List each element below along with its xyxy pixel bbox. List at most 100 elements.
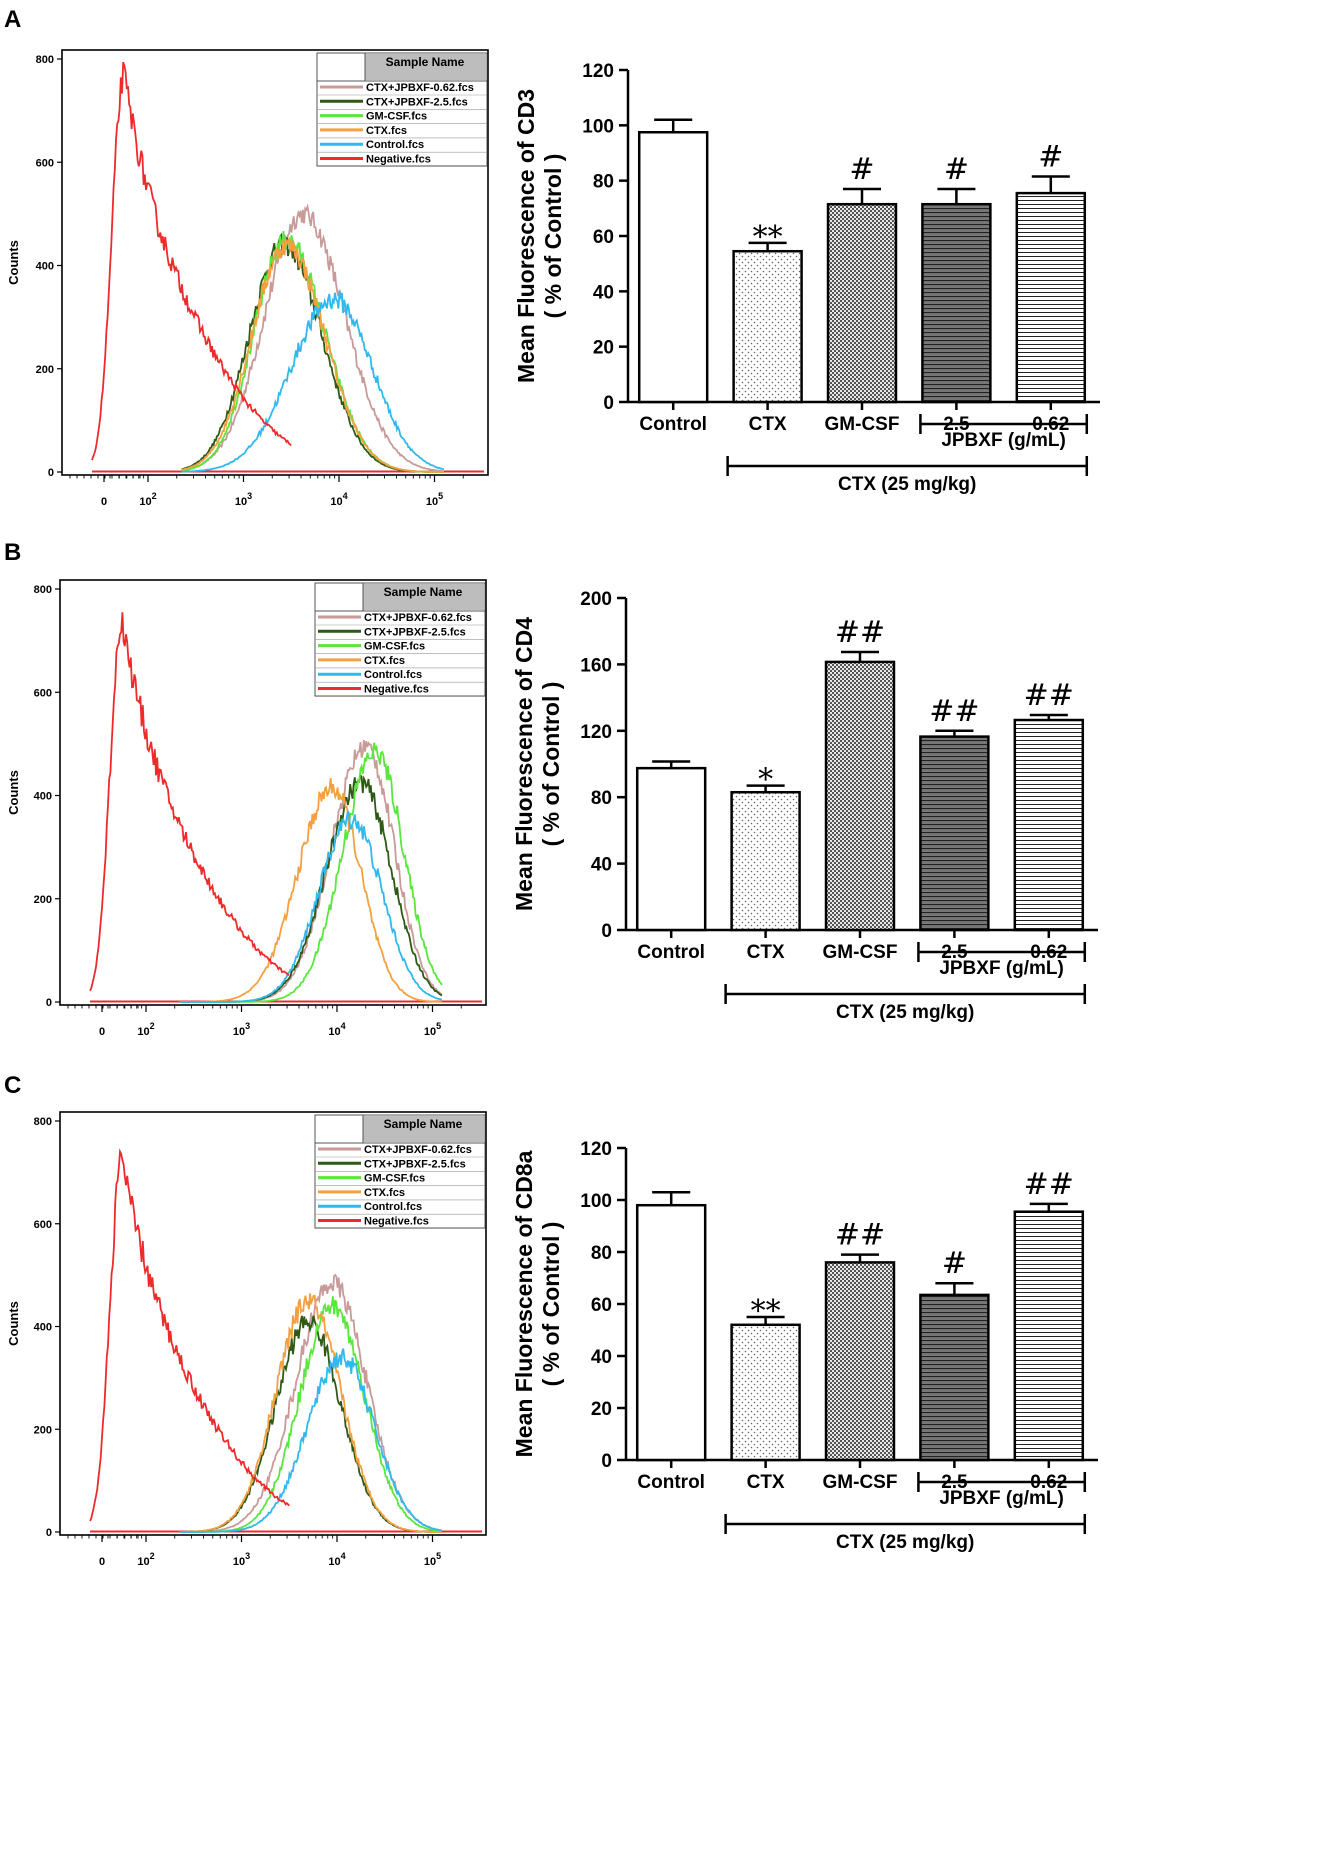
histogram-curves <box>89 612 482 1003</box>
legend: Sample Name CTX+JPBXF-0.62.fcs CTX+JPBXF-2… <box>314 1114 486 1229</box>
significance-mark: ## <box>1024 1167 1074 1202</box>
x-tick-exponent: 3 <box>245 1021 250 1031</box>
jpbxf-group-label: JPBXF (g/mL) <box>939 1488 1064 1509</box>
bar-y-tick-label: 80 <box>593 172 614 193</box>
bar-y-tick-label: 40 <box>591 1347 612 1368</box>
x-tick-base: 0 <box>99 1556 105 1568</box>
panel-letter: A <box>4 6 21 33</box>
legend-label: CTX+JPBXF-0.62.fcs <box>364 1144 472 1156</box>
x-tick-base: 10 <box>424 1556 436 1568</box>
legend-label: GM-CSF.fcs <box>366 111 427 123</box>
x-tick-base: 10 <box>137 1026 149 1038</box>
legend-label: Control.fcs <box>364 1201 422 1213</box>
bar-category-label: CTX <box>747 942 785 963</box>
bar-category-label: GM-CSF <box>823 1472 898 1493</box>
panel-letter: B <box>4 539 21 566</box>
significance-mark: ** <box>753 220 783 255</box>
bar-y-label-line1: Mean Fluorescence of CD3 <box>513 89 539 383</box>
bar-y-tick-label: 200 <box>580 589 612 610</box>
x-tick-base: 10 <box>233 1026 245 1038</box>
significance-mark: # <box>1038 140 1063 175</box>
x-tick-label: 0 <box>99 1026 105 1038</box>
histogram-curve-ctx <box>181 236 444 473</box>
y-tick-label: 200 <box>34 1424 52 1436</box>
legend-header: Sample Name <box>384 585 463 599</box>
y-tick-label: 600 <box>34 1219 52 1231</box>
bar-y-tick-label: 0 <box>603 393 614 414</box>
y-axis-label: Counts <box>6 770 21 815</box>
x-tick-label: 0 <box>99 1556 105 1568</box>
x-tick-exponent: 4 <box>341 1551 346 1561</box>
ctx-group-label: CTX (25 mg/kg) <box>836 1532 974 1553</box>
jpbxf-group-label: JPBXF (g/mL) <box>939 958 1064 979</box>
panel-letter: C <box>4 1072 21 1099</box>
bar-category-label: CTX <box>749 414 787 435</box>
histogram-curves <box>91 61 484 473</box>
legend-label: Control.fcs <box>366 139 424 151</box>
bar-gm-csf <box>824 660 896 932</box>
bar-0-62 <box>1015 191 1087 404</box>
x-tick-label: 102 <box>139 491 156 508</box>
ctx-group-label: CTX (25 mg/kg) <box>838 474 976 495</box>
jpbxf-group-label: JPBXF (g/mL) <box>941 430 1066 451</box>
bar-category-label: Control <box>637 1472 705 1493</box>
y-axis-label: Counts <box>6 240 21 285</box>
legend-header-bg <box>365 54 486 80</box>
x-tick-label: 104 <box>328 1021 345 1038</box>
x-tick-exponent: 5 <box>436 1021 441 1031</box>
x-tick-label: 105 <box>424 1551 441 1568</box>
y-tick-label: 800 <box>34 584 52 596</box>
y-tick-label: 400 <box>34 1322 52 1334</box>
bar-2-5 <box>919 1293 990 1462</box>
x-tick-exponent: 2 <box>150 1021 155 1031</box>
bar-y-label-line1: Mean Fluorescence of CD4 <box>511 617 537 911</box>
x-tick-exponent: 4 <box>343 491 348 501</box>
significance-mark: * <box>758 763 773 798</box>
x-tick-exponent: 3 <box>247 491 252 501</box>
x-tick-label: 0 <box>101 496 107 508</box>
bar-category-label: Control <box>639 414 707 435</box>
bar-y-label-line2: ( % of Control ) <box>540 154 566 319</box>
x-tick-exponent: 5 <box>438 491 443 501</box>
bar-y-tick-label: 20 <box>593 338 614 359</box>
bar-category-label: GM-CSF <box>825 414 900 435</box>
bar-y-tick-label: 60 <box>591 1295 612 1316</box>
legend-label: CTX.fcs <box>364 655 405 667</box>
significance-mark: ## <box>929 694 979 729</box>
y-tick-label: 600 <box>34 687 52 699</box>
legend-label: GM-CSF.fcs <box>364 1173 425 1185</box>
legend-label: CTX.fcs <box>366 125 407 137</box>
y-tick-label: 600 <box>36 157 54 169</box>
bar-y-tick-label: 120 <box>580 1139 612 1160</box>
x-tick-label: 102 <box>137 1021 154 1038</box>
bar-ctx <box>732 249 803 404</box>
bar-ctx <box>730 1323 801 1462</box>
x-tick-base: 0 <box>101 496 107 508</box>
histogram-curves <box>89 1148 482 1533</box>
significance-mark: ** <box>751 1294 781 1329</box>
bar-y-label-line2: ( % of Control ) <box>538 682 564 847</box>
legend-label: Control.fcs <box>364 669 422 681</box>
x-tick-base: 10 <box>328 1556 340 1568</box>
x-tick-exponent: 2 <box>150 1551 155 1561</box>
x-tick-exponent: 5 <box>436 1551 441 1561</box>
legend-label: CTX+JPBXF-2.5.fcs <box>366 96 468 108</box>
legend-label: CTX.fcs <box>364 1187 405 1199</box>
x-tick-base: 10 <box>328 1026 340 1038</box>
legend: Sample Name CTX+JPBXF-0.62.fcs CTX+JPBXF-2… <box>314 582 486 697</box>
ctx-group-label: CTX (25 mg/kg) <box>836 1002 974 1023</box>
bar-y-tick-label: 100 <box>582 116 614 137</box>
bar-control <box>635 1203 707 1462</box>
x-tick-base: 0 <box>99 1026 105 1038</box>
bar-0-62 <box>1013 718 1085 932</box>
x-tick-label: 105 <box>424 1021 441 1038</box>
bar-chart: 0 20 40 60 80 100 120 Mean Fluorescence of CD8a… <box>511 1139 1098 1553</box>
x-tick-label: 105 <box>426 491 443 508</box>
histogram-curve-control <box>181 291 444 473</box>
legend-label: CTX+JPBXF-0.62.fcs <box>366 82 474 94</box>
y-tick-label: 200 <box>34 894 52 906</box>
